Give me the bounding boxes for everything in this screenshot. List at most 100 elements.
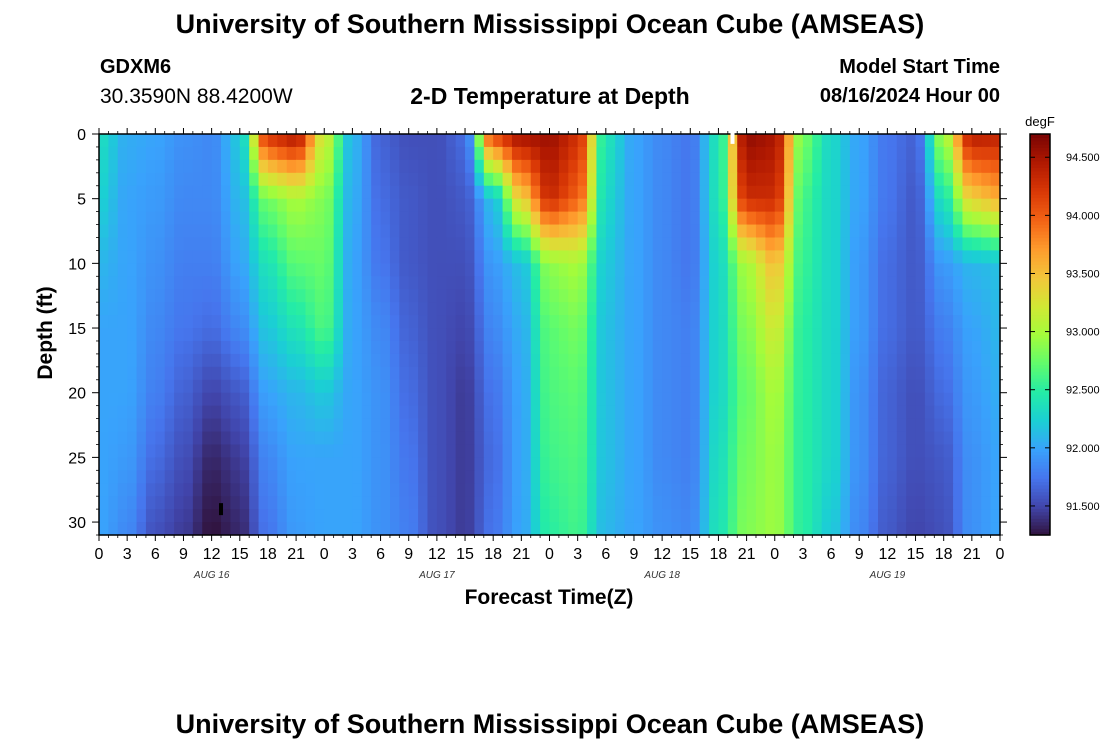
heatmap-cell: [389, 224, 400, 239]
heatmap-cell: [117, 418, 128, 433]
heatmap-cell: [267, 276, 278, 290]
heatmap-cell: [164, 289, 175, 303]
heatmap-cell: [399, 328, 410, 342]
heatmap-cell: [164, 522, 175, 536]
heatmap-cell: [427, 340, 438, 355]
heatmap-cell: [802, 315, 813, 329]
heatmap-cell: [746, 405, 757, 420]
heatmap-cell: [934, 237, 945, 252]
heatmap-cell: [361, 289, 372, 303]
heatmap-cell: [211, 366, 222, 381]
heatmap-cell: [934, 470, 945, 484]
heatmap-cell: [436, 496, 447, 510]
heatmap-cell: [774, 315, 785, 329]
heatmap-cell: [558, 159, 569, 174]
heatmap-cell: [784, 315, 795, 329]
heatmap-cell: [662, 315, 673, 329]
heatmap-cell: [615, 457, 626, 471]
heatmap-cell: [389, 185, 400, 200]
heatmap-cell: [202, 431, 213, 446]
heatmap-cell: [314, 405, 325, 420]
heatmap-cell: [333, 483, 344, 497]
heatmap-cell: [643, 146, 654, 161]
heatmap-cell: [108, 250, 119, 264]
heatmap-cell: [155, 328, 166, 342]
heatmap-cell: [896, 496, 907, 510]
heatmap-cell: [709, 250, 720, 264]
heatmap-cell: [380, 444, 391, 458]
heatmap-cell: [408, 211, 419, 226]
heatmap-cell: [896, 444, 907, 458]
heatmap-cell: [117, 444, 128, 458]
heatmap-cell: [521, 522, 532, 536]
heatmap-cell: [587, 237, 598, 252]
heatmap-cell: [821, 328, 832, 342]
heatmap-cell: [887, 379, 898, 394]
heatmap-cell: [746, 522, 757, 536]
heatmap-cell: [530, 276, 541, 290]
heatmap-cell: [924, 276, 935, 290]
heatmap-cell: [333, 496, 344, 510]
heatmap-cell: [962, 444, 973, 458]
heatmap-cell: [530, 470, 541, 484]
heatmap-cell: [389, 431, 400, 446]
heatmap-cell: [502, 328, 513, 342]
heatmap-cell: [737, 146, 748, 161]
heatmap-cell: [877, 366, 888, 381]
colorbar-segment: [1030, 354, 1050, 359]
heatmap-cell: [511, 185, 522, 200]
heatmap-cell: [314, 250, 325, 264]
heatmap-cell: [990, 250, 1001, 264]
heatmap-cell: [934, 302, 945, 316]
heatmap-cell: [192, 211, 203, 226]
heatmap-cell: [474, 353, 485, 368]
heatmap-cell: [277, 496, 288, 510]
heatmap-cell: [577, 328, 588, 342]
heatmap-cell: [699, 457, 710, 471]
heatmap-cell: [690, 392, 701, 407]
heatmap-cell: [230, 457, 241, 471]
heatmap-cell: [718, 379, 729, 394]
heatmap-cell: [643, 522, 654, 536]
heatmap-cell: [540, 392, 551, 407]
heatmap-cell: [727, 509, 738, 523]
heatmap-cell: [136, 315, 147, 329]
heatmap-cell: [211, 134, 222, 148]
heatmap-cell: [981, 392, 992, 407]
heatmap-cell: [108, 198, 119, 213]
heatmap-cell: [427, 483, 438, 497]
heatmap-cell: [164, 276, 175, 290]
heatmap-cell: [934, 211, 945, 226]
heatmap-cell: [333, 224, 344, 239]
heatmap-cell: [277, 366, 288, 381]
heatmap-cell: [755, 418, 766, 433]
heatmap-cell: [558, 509, 569, 523]
colorbar-segment: [1030, 314, 1050, 319]
heatmap-cell: [221, 134, 231, 148]
heatmap-cell: [934, 159, 945, 174]
heatmap-cell: [615, 366, 626, 381]
heatmap-cell: [812, 237, 823, 252]
heatmap-cell: [709, 289, 720, 303]
heatmap-cell: [305, 172, 316, 187]
heatmap-cell: [643, 483, 654, 497]
heatmap-cell: [624, 457, 635, 471]
heatmap-cell: [446, 263, 457, 277]
heatmap-cell: [680, 353, 691, 368]
heatmap-cell: [99, 328, 109, 342]
heatmap-cell: [596, 276, 607, 290]
heatmap-cell: [624, 496, 635, 510]
heatmap-cell: [633, 185, 644, 200]
heatmap-cell: [164, 198, 175, 213]
heatmap-cell: [652, 444, 663, 458]
heatmap-cell: [446, 405, 457, 420]
heatmap-cell: [371, 353, 382, 368]
heatmap-cell: [906, 366, 917, 381]
heatmap-cell: [971, 457, 982, 471]
heatmap-cell: [709, 366, 720, 381]
heatmap-cell: [127, 457, 138, 471]
heatmap-cell: [812, 172, 823, 187]
heatmap-cell: [502, 276, 513, 290]
heatmap-cell: [596, 509, 607, 523]
